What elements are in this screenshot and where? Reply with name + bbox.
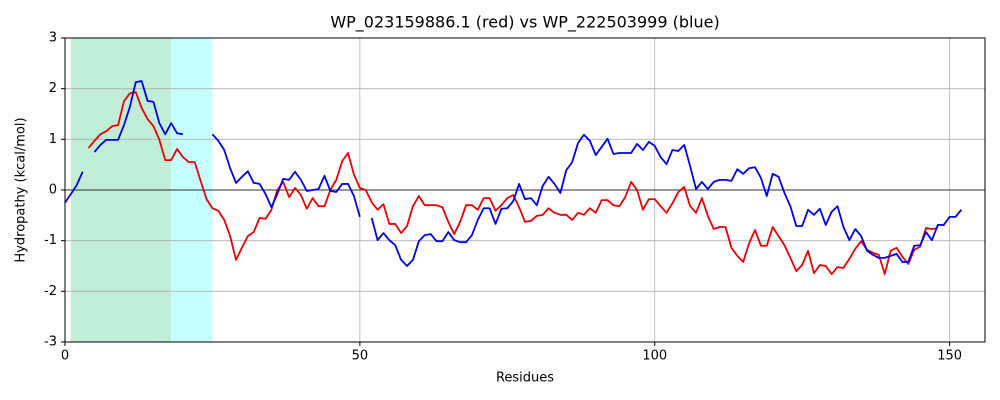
y-tick-label: 0 (49, 183, 57, 198)
plot-frame (64, 37, 986, 343)
x-tick-label: 150 (937, 349, 962, 364)
x-tick-label: 0 (61, 349, 69, 364)
y-axis-label: Hydropathy (kcal/mol) (14, 117, 29, 262)
x-tick-label: 50 (352, 349, 369, 364)
y-tick-label: 2 (49, 81, 57, 96)
y-tick-label: -1 (44, 233, 57, 248)
x-tick-label: 100 (642, 349, 667, 364)
chart-title: WP_023159886.1 (red) vs WP_222503999 (bl… (330, 13, 719, 33)
y-tick-label: 1 (49, 132, 57, 147)
x-axis-label: Residues (496, 371, 554, 386)
y-tick-label: -2 (44, 284, 57, 299)
y-tick-label: 3 (49, 31, 57, 46)
data-line (64, 80, 963, 267)
y-tick-label: -3 (44, 335, 57, 350)
data-line (87, 91, 938, 276)
